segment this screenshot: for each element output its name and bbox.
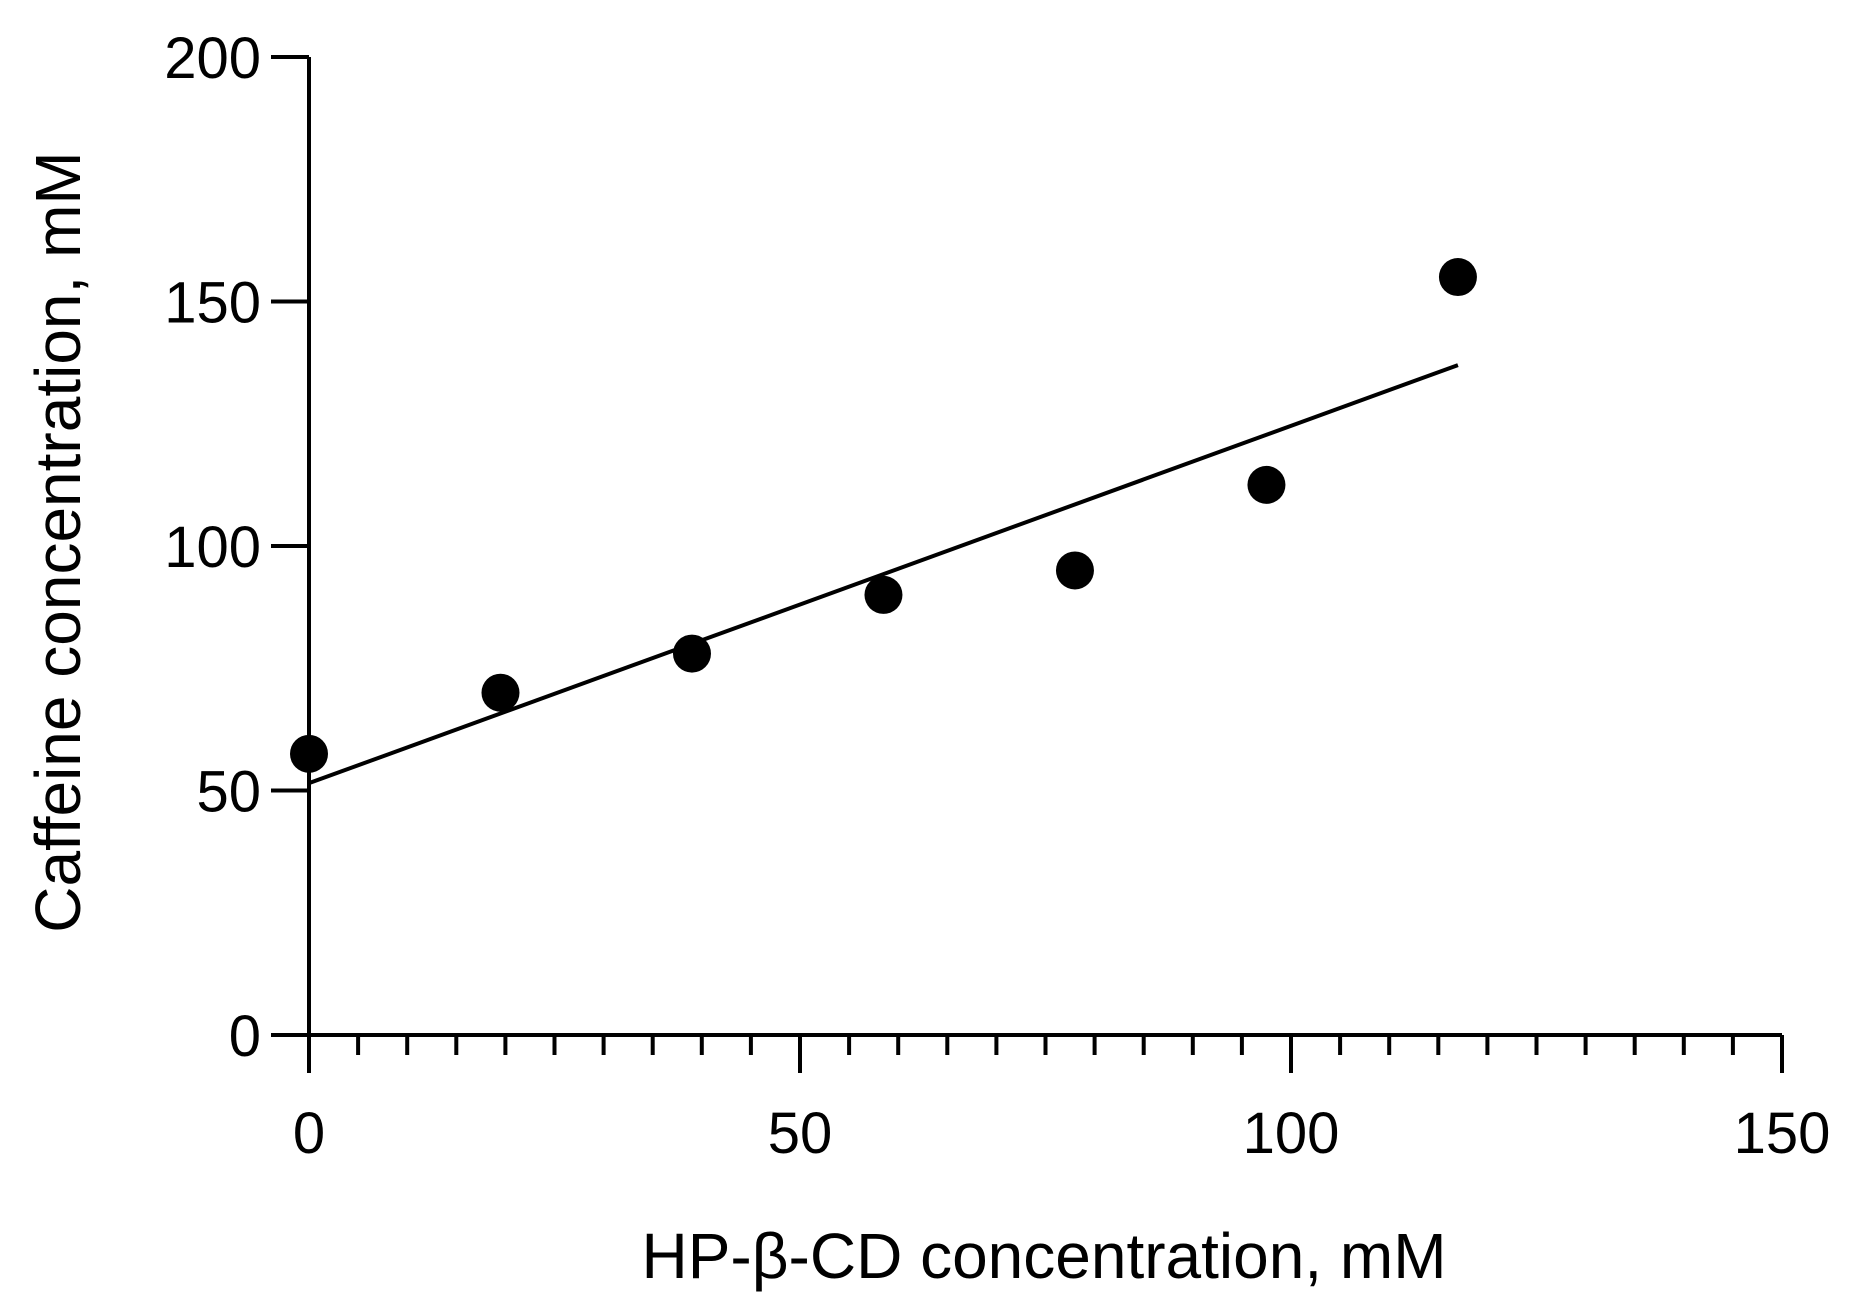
data-point — [1438, 258, 1477, 297]
data-point — [290, 734, 328, 773]
x-axis-title: HP-β-CD concentration, mM — [642, 1220, 1447, 1292]
data-points — [290, 258, 1477, 773]
y-axis-title: Caffeine concentration, mM — [22, 151, 94, 932]
y-tick-label: 0 — [229, 1004, 261, 1069]
data-point — [1247, 465, 1286, 504]
x-tick-label: 0 — [293, 1101, 325, 1166]
y-tick-label: 50 — [196, 760, 261, 825]
data-point — [672, 634, 711, 673]
axes: 0 50 100 150 200 0 50 100 150 — [164, 26, 1830, 1166]
y-tick-label: 100 — [164, 515, 261, 580]
x-tick-label: 150 — [1734, 1101, 1831, 1166]
data-point — [1055, 551, 1094, 590]
fit-line — [308, 363, 1459, 786]
fit-line-group — [308, 363, 1459, 786]
x-tick-label: 50 — [768, 1101, 833, 1166]
data-point — [481, 673, 520, 712]
data-point — [864, 575, 903, 614]
x-tick-label: 100 — [1243, 1101, 1340, 1166]
y-tick-label: 150 — [164, 271, 261, 336]
y-tick-label: 200 — [164, 26, 261, 91]
